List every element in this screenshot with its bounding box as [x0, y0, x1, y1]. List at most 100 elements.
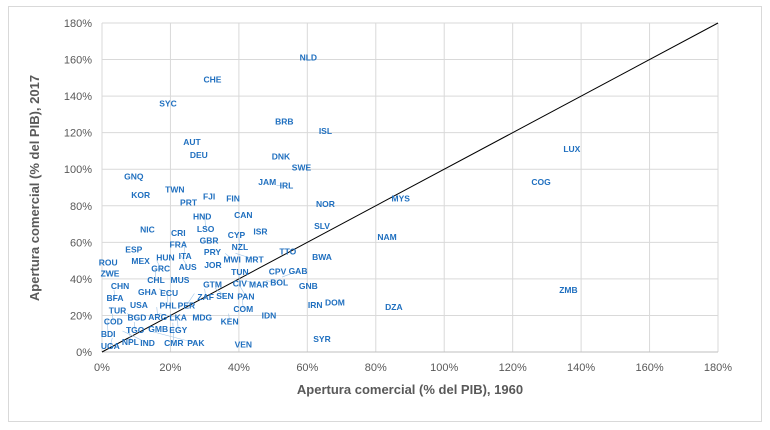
point-label-gnb: GNB	[299, 281, 318, 291]
leader-line	[159, 313, 179, 318]
leader-line	[102, 271, 111, 274]
leader-line	[266, 280, 280, 284]
point-label-gnq: GNQ	[124, 172, 144, 182]
leader-line	[228, 313, 230, 322]
point-label-deu: DEU	[190, 150, 208, 160]
x-tick-label: 60%	[296, 362, 318, 374]
point-label-fin: FIN	[226, 193, 240, 203]
point-label-esp: ESP	[125, 245, 142, 255]
point-label-brb: BRB	[275, 117, 293, 127]
point-label-mus: MUS	[171, 275, 190, 285]
point-label-isl: ISL	[319, 126, 332, 136]
point-label-aus: AUS	[179, 262, 197, 272]
x-tick-label: 140%	[567, 362, 595, 374]
gridlines	[101, 22, 719, 353]
point-label-gbr: GBR	[200, 236, 219, 246]
leader-line	[180, 254, 188, 268]
point-label-zwe: ZWE	[101, 269, 120, 279]
point-label-irl: IRL	[280, 181, 294, 191]
y-tick-label: 60%	[70, 237, 92, 249]
point-label-cod: COD	[104, 317, 123, 327]
leader-line	[154, 269, 157, 280]
point-label-slv: SLV	[314, 221, 330, 231]
point-label-ind: IND	[140, 338, 155, 348]
label-leader-lines	[102, 185, 299, 346]
point-label-jor: JOR	[204, 260, 221, 270]
leader-line	[281, 270, 299, 278]
y-tick-label: 0%	[76, 347, 92, 359]
point-label-pry: PRY	[204, 247, 221, 257]
point-label-nic: NIC	[140, 225, 155, 235]
point-label-zaf: ZAF	[197, 292, 214, 302]
leader-line	[238, 236, 241, 247]
chart-frame	[8, 6, 762, 422]
point-label-nor: NOR	[316, 199, 335, 209]
point-label-tto: TTO	[279, 246, 296, 256]
leader-line	[183, 245, 186, 257]
y-tick-label: 80%	[70, 201, 92, 213]
point-label-lka: LKA	[169, 313, 186, 323]
point-label-mys: MYS	[392, 193, 411, 203]
x-tick-label: 180%	[704, 362, 732, 374]
point-label-pak: PAK	[187, 338, 205, 348]
point-label-idn: IDN	[262, 310, 277, 320]
point-label-twn: TWN	[165, 184, 184, 194]
leader-line	[129, 328, 131, 343]
y-tick-label: 180%	[64, 18, 92, 30]
point-label-rou: ROU	[99, 257, 118, 267]
y-tick-label: 40%	[70, 274, 92, 286]
point-label-cri: CRI	[171, 228, 186, 238]
point-label-cyp: CYP	[228, 230, 246, 240]
leader-line	[186, 293, 195, 306]
point-label-bdi: BDI	[101, 329, 116, 339]
x-tick-label: 160%	[635, 362, 663, 374]
point-label-dom: DOM	[325, 298, 345, 308]
leader-line	[242, 298, 244, 310]
point-label-tgo: TGO	[126, 325, 145, 335]
point-label-ken: KEN	[221, 317, 239, 327]
leader-line	[109, 337, 113, 346]
x-tick-label: 100%	[430, 362, 458, 374]
point-label-bol: BOL	[270, 278, 288, 288]
point-label-nzl: NZL	[232, 242, 249, 252]
leader-line	[126, 313, 138, 318]
point-label-ecu: ECU	[160, 288, 178, 298]
point-label-hnd: HND	[193, 212, 211, 222]
reference-45-degree-line	[101, 22, 719, 353]
point-label-syr: SYR	[313, 334, 330, 344]
tick-labels: 0%0% 20% 20% 40% 40% 60% 60% 80% 80% 100% 100% 120%…	[64, 18, 732, 374]
leader-line	[235, 253, 255, 260]
point-label-cog: COG	[531, 177, 551, 187]
point-label-cmr: CMR	[164, 338, 183, 348]
point-label-ita: ITA	[179, 251, 192, 261]
point-label-lso: LSO	[197, 224, 215, 234]
leader-line	[172, 322, 175, 343]
point-label-isr: ISR	[253, 226, 267, 236]
point-label-mrt: MRT	[245, 254, 264, 264]
leader-line	[106, 319, 109, 335]
x-tick-label: 20%	[159, 362, 181, 374]
point-label-tun: TUN	[231, 267, 248, 277]
leader-line	[156, 260, 162, 269]
point-label-per: PER	[178, 301, 195, 311]
point-label-usa: USA	[130, 300, 148, 310]
y-tick-label: 20%	[70, 310, 92, 322]
point-label-phl: PHL	[160, 301, 177, 311]
point-label-tur: TUR	[109, 305, 126, 315]
point-label-chn: CHN	[111, 281, 129, 291]
point-label-bgd: BGD	[128, 313, 147, 323]
point-label-irn: IRN	[308, 300, 323, 310]
point-label-pan: PAN	[237, 291, 254, 301]
x-axis-label: Apertura comercial (% del PIB), 1960	[297, 382, 523, 397]
point-label-prt: PRT	[180, 197, 198, 207]
point-label-dnk: DNK	[272, 151, 291, 161]
y-tick-label: 100%	[64, 164, 92, 176]
point-label-mex: MEX	[131, 256, 150, 266]
point-label-arg: ARG	[148, 312, 167, 322]
leader-line	[204, 214, 206, 229]
leader-line	[149, 330, 196, 344]
x-tick-label: 120%	[499, 362, 527, 374]
y-tick-label: 120%	[64, 128, 92, 140]
